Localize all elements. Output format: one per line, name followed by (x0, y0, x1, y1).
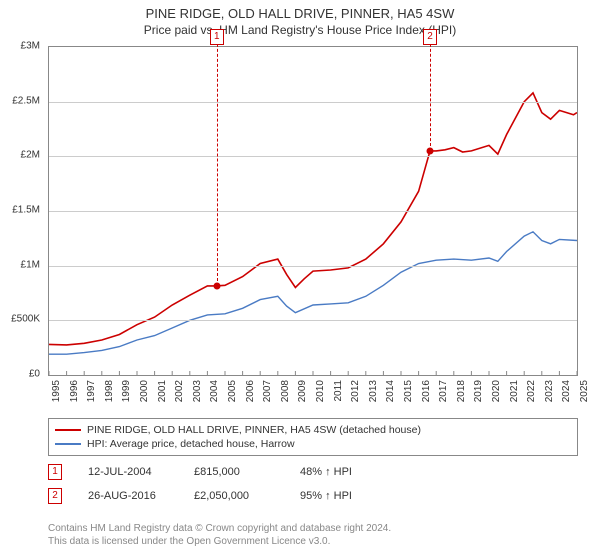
transaction-row: 1 12-JUL-2004 £815,000 48% ↑ HPI (48, 460, 380, 484)
x-tick-label: 2024 (561, 380, 572, 402)
sale-dot (427, 147, 434, 154)
x-tick-label: 2021 (509, 380, 520, 402)
legend-label: PINE RIDGE, OLD HALL DRIVE, PINNER, HA5 … (87, 424, 421, 436)
x-tick-label: 2008 (280, 380, 291, 402)
x-tick-label: 1995 (51, 380, 62, 402)
footer-line2: This data is licensed under the Open Gov… (48, 535, 391, 548)
x-tick-label: 2019 (473, 380, 484, 402)
y-tick-label: £3M (21, 41, 40, 52)
x-tick-label: 2011 (333, 380, 344, 402)
x-tick-label: 2000 (139, 380, 150, 402)
transaction-marker: 1 (48, 464, 62, 480)
x-tick-label: 1996 (69, 380, 80, 402)
transaction-marker: 2 (48, 488, 62, 504)
x-tick-label: 2007 (262, 380, 273, 402)
sale-marker-badge: 1 (210, 29, 224, 45)
series-hpi (49, 232, 577, 354)
x-tick-label: 2025 (579, 380, 590, 402)
gridline-h (49, 266, 577, 267)
x-tick-label: 2012 (350, 380, 361, 402)
x-tick-label: 2017 (438, 380, 449, 402)
x-tick-label: 2022 (526, 380, 537, 402)
series-property (49, 93, 577, 345)
transaction-price: £2,050,000 (194, 490, 274, 502)
chart-title-line2: Price paid vs. HM Land Registry's House … (0, 23, 600, 41)
x-tick-label: 2005 (227, 380, 238, 402)
x-tick-label: 2004 (209, 380, 220, 402)
x-axis-labels: 1995 1996 1997 1998 1999 2000 2001 2002 2003 2004… (48, 378, 578, 418)
x-tick-label: 1997 (86, 380, 97, 402)
y-tick-label: £1M (21, 259, 40, 270)
transaction-price: £815,000 (194, 466, 274, 478)
footer-text: Contains HM Land Registry data © Crown c… (48, 522, 391, 548)
x-tick-label: 2013 (368, 380, 379, 402)
gridline-h (49, 320, 577, 321)
y-tick-label: £500K (11, 314, 40, 325)
gridline-h (49, 156, 577, 157)
x-tick-label: 2020 (491, 380, 502, 402)
transaction-table: 1 12-JUL-2004 £815,000 48% ↑ HPI 2 26-AUG-201… (48, 460, 380, 508)
x-tick-label: 2002 (174, 380, 185, 402)
chart-container: { "title_line1": "PINE RIDGE, OLD HALL D… (0, 0, 600, 560)
legend-label: HPI: Average price, detached house, Harr… (87, 438, 295, 450)
gridline-h (49, 211, 577, 212)
x-tick-label: 1999 (121, 380, 132, 402)
x-tick-label: 2009 (297, 380, 308, 402)
sale-marker-badge: 2 (423, 29, 437, 45)
sale-dot (213, 282, 220, 289)
y-tick-label: £2M (21, 150, 40, 161)
footer-line1: Contains HM Land Registry data © Crown c… (48, 522, 391, 535)
legend-swatch (55, 443, 81, 445)
y-tick-label: £2.5M (12, 95, 40, 106)
y-tick-label: £1.5M (12, 205, 40, 216)
x-tick-label: 2014 (385, 380, 396, 402)
transaction-pct: 48% ↑ HPI (300, 466, 380, 478)
gridline-h (49, 102, 577, 103)
y-tick-label: £0 (29, 369, 40, 380)
transaction-row: 2 26-AUG-2016 £2,050,000 95% ↑ HPI (48, 484, 380, 508)
x-tick-label: 2016 (421, 380, 432, 402)
legend-item: HPI: Average price, detached house, Harr… (55, 437, 571, 451)
plot-area: 12 (48, 46, 578, 376)
transaction-date: 12-JUL-2004 (88, 466, 168, 478)
x-tick-label: 1998 (104, 380, 115, 402)
transaction-date: 26-AUG-2016 (88, 490, 168, 502)
sale-marker-line (430, 29, 431, 151)
legend: PINE RIDGE, OLD HALL DRIVE, PINNER, HA5 … (48, 418, 578, 456)
x-tick-label: 2001 (157, 380, 168, 402)
x-tick-label: 2010 (315, 380, 326, 402)
transaction-pct: 95% ↑ HPI (300, 490, 380, 502)
x-tick-label: 2003 (192, 380, 203, 402)
sale-marker-line (217, 29, 218, 286)
y-axis-labels: £0£500K£1M£1.5M£2M£2.5M£3M (0, 46, 44, 376)
x-tick-label: 2006 (245, 380, 256, 402)
legend-swatch (55, 429, 81, 431)
x-tick-label: 2018 (456, 380, 467, 402)
x-tick-label: 2023 (544, 380, 555, 402)
x-tick-label: 2015 (403, 380, 414, 402)
chart-title-line1: PINE RIDGE, OLD HALL DRIVE, PINNER, HA5 … (0, 0, 600, 23)
legend-item: PINE RIDGE, OLD HALL DRIVE, PINNER, HA5 … (55, 423, 571, 437)
